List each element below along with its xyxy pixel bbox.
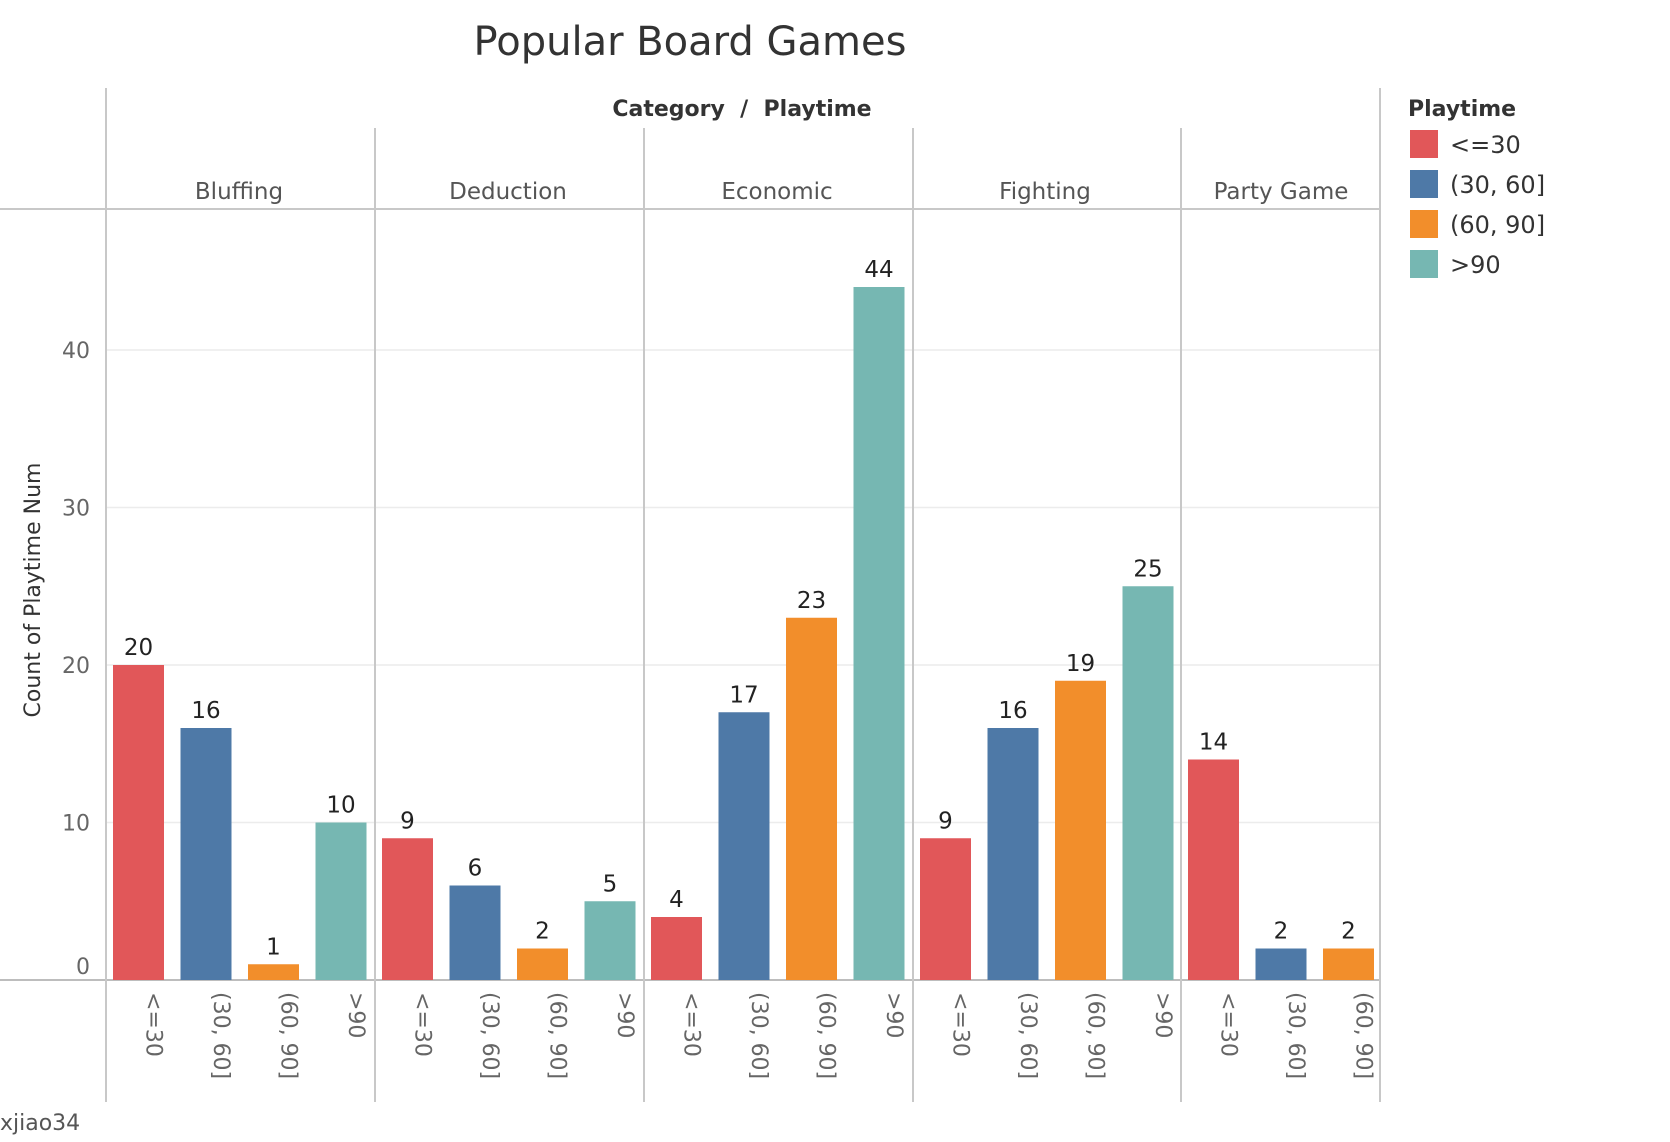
legend-swatch xyxy=(1410,250,1438,278)
data-label: 9 xyxy=(938,808,953,834)
bars xyxy=(113,287,1374,980)
data-label: 20 xyxy=(124,635,153,661)
y-tick-label: 0 xyxy=(76,955,90,980)
x-tick-label: (30, 60] xyxy=(1283,992,1308,1079)
x-tick-label: (60, 90] xyxy=(545,992,570,1079)
data-label: 23 xyxy=(797,588,826,614)
x-tick-label: (60, 90] xyxy=(1083,992,1108,1079)
panel-frames: Bluffing Deduction Economic Fighting Party G… xyxy=(0,88,1381,1102)
chart-title: Popular Board Games xyxy=(474,19,907,65)
bar xyxy=(1255,948,1307,980)
x-tick-label: (30, 60] xyxy=(746,992,771,1079)
bar xyxy=(517,948,568,980)
data-label: 10 xyxy=(326,793,355,819)
bar xyxy=(853,287,905,980)
data-label: 2 xyxy=(1341,919,1356,945)
bar xyxy=(718,712,770,980)
category-label: Bluffing xyxy=(195,179,283,205)
category-label: Fighting xyxy=(999,179,1091,205)
y-tick-label: 10 xyxy=(62,812,90,837)
author-credit: xjiao34 xyxy=(0,1111,80,1136)
bar xyxy=(248,964,299,980)
data-label: 25 xyxy=(1133,556,1162,582)
data-label: 9 xyxy=(400,808,415,834)
legend-item-label: (60, 90] xyxy=(1450,211,1545,239)
data-label: 6 xyxy=(468,856,483,882)
bar xyxy=(920,838,971,980)
x-tick-label: <=30 xyxy=(141,992,166,1057)
category-label: Party Game xyxy=(1214,179,1349,205)
x-tick-label: >90 xyxy=(1150,992,1175,1038)
x-tick-label: >90 xyxy=(881,992,906,1038)
bar xyxy=(180,728,232,980)
legend-title: Playtime xyxy=(1408,97,1516,122)
bar xyxy=(651,917,702,980)
x-tick-label: <=30 xyxy=(1216,992,1241,1057)
x-tick-label: >90 xyxy=(343,992,368,1038)
legend-swatch xyxy=(1410,130,1438,158)
data-label: 14 xyxy=(1199,730,1228,756)
bar xyxy=(1188,759,1239,980)
legend-swatch xyxy=(1410,170,1438,198)
category-label: Deduction xyxy=(449,179,567,205)
category-label: Economic xyxy=(721,179,832,205)
legend: Playtime <=30 (30, 60] (60, 90] >90 xyxy=(1408,97,1545,279)
data-label: 2 xyxy=(535,919,550,945)
bar xyxy=(113,665,164,980)
data-label: 4 xyxy=(669,887,684,913)
x-tick-label: (60, 90] xyxy=(1351,992,1376,1079)
bar xyxy=(449,885,501,980)
data-label: 16 xyxy=(191,698,220,724)
y-tick-label: 20 xyxy=(62,654,90,679)
data-label: 44 xyxy=(864,257,893,283)
x-tick-label: (60, 90] xyxy=(814,992,839,1079)
x-tick-label: <=30 xyxy=(679,992,704,1057)
x-tick-label: <=30 xyxy=(410,992,435,1057)
column-header: Category / Playtime xyxy=(612,97,871,122)
data-labels: 20 <=30 16 (30, 60] 1 (60, 90] 10 >90 9 <=30 6 (30,… xyxy=(124,257,1376,1079)
x-tick-label: (30, 60] xyxy=(1015,992,1040,1079)
data-label: 2 xyxy=(1274,919,1289,945)
bar xyxy=(987,728,1039,980)
data-label: 5 xyxy=(603,871,618,897)
data-label: 16 xyxy=(998,698,1027,724)
x-tick-label: (60, 90] xyxy=(276,992,301,1079)
x-tick-label: >90 xyxy=(612,992,637,1038)
bar xyxy=(1323,948,1374,980)
data-label: 17 xyxy=(729,682,758,708)
bar xyxy=(315,822,367,980)
legend-swatch xyxy=(1410,210,1438,238)
y-tick-label: 30 xyxy=(62,497,90,522)
legend-item-label: >90 xyxy=(1450,251,1501,279)
legend-item-label: (30, 60] xyxy=(1450,171,1545,199)
bar xyxy=(382,838,433,980)
bar xyxy=(786,617,837,980)
bar xyxy=(1122,586,1174,980)
bar xyxy=(1055,680,1106,980)
bar xyxy=(584,901,636,980)
data-label: 19 xyxy=(1066,651,1095,677)
x-tick-label: (30, 60] xyxy=(477,992,502,1079)
legend-item-label: <=30 xyxy=(1450,131,1521,159)
y-tick-label: 40 xyxy=(62,339,90,364)
x-tick-label: <=30 xyxy=(948,992,973,1057)
x-tick-label: (30, 60] xyxy=(208,992,233,1079)
data-label: 1 xyxy=(266,934,281,960)
y-axis-label: Count of Playtime Num xyxy=(21,463,46,718)
